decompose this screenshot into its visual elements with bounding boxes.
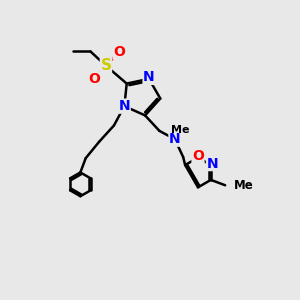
Text: N: N [118,99,130,113]
Text: O: O [113,45,125,59]
Text: Me: Me [233,179,253,192]
Text: Me: Me [171,125,189,135]
Text: S: S [100,58,111,73]
Text: O: O [88,72,100,86]
Text: O: O [192,149,204,163]
Text: N: N [143,70,155,84]
Text: N: N [169,132,181,146]
Text: N: N [206,157,218,170]
